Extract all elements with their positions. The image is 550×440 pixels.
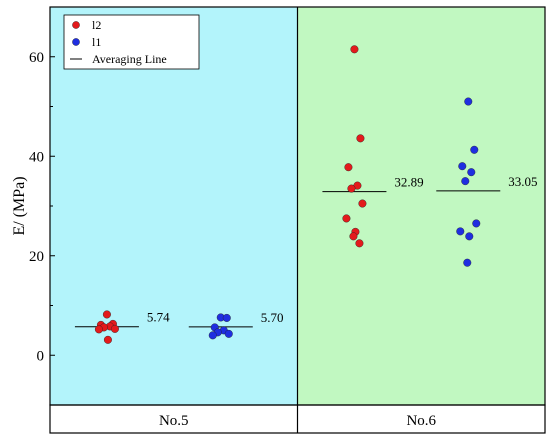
data-point-l2 bbox=[102, 310, 111, 319]
data-point-l2 bbox=[110, 324, 119, 333]
legend-label: Averaging Line bbox=[92, 52, 167, 66]
legend-label: l2 bbox=[92, 18, 101, 32]
group-panel-2 bbox=[297, 7, 545, 405]
legend-box bbox=[63, 14, 200, 70]
data-point-l1 bbox=[470, 145, 479, 154]
y-tick-label: 40 bbox=[29, 149, 44, 165]
data-point-l1 bbox=[463, 258, 472, 267]
data-point-l2 bbox=[349, 232, 358, 241]
data-point-l2 bbox=[94, 325, 103, 334]
data-point-l2 bbox=[103, 335, 112, 344]
data-point-l1 bbox=[222, 313, 231, 322]
data-point-l2 bbox=[347, 184, 356, 193]
data-point-l2 bbox=[358, 199, 367, 208]
data-point-l1 bbox=[456, 227, 465, 236]
data-point-l2 bbox=[344, 163, 353, 172]
y-tick-label: 60 bbox=[29, 50, 44, 66]
mean-label: 32.89 bbox=[394, 175, 423, 190]
mean-label: 5.70 bbox=[261, 310, 284, 325]
legend-marker bbox=[72, 38, 80, 46]
legend-marker bbox=[72, 21, 80, 29]
data-point-l1 bbox=[224, 329, 233, 338]
y-tick-label: 0 bbox=[37, 348, 45, 364]
data-point-l1 bbox=[461, 177, 470, 186]
data-point-l2 bbox=[350, 45, 359, 54]
mean-label: 5.74 bbox=[147, 310, 170, 325]
group-label: No.5 bbox=[159, 413, 189, 429]
group-label: No.6 bbox=[406, 413, 436, 429]
data-point-l2 bbox=[355, 239, 364, 248]
y-axis-title: E/ (MPa) bbox=[11, 176, 28, 235]
y-tick-label: 20 bbox=[29, 249, 44, 265]
data-point-l1 bbox=[465, 232, 474, 241]
data-point-l1 bbox=[467, 168, 476, 177]
data-point-l1 bbox=[208, 331, 217, 340]
group-panel-1 bbox=[50, 7, 298, 405]
data-point-l1 bbox=[472, 219, 481, 228]
data-point-l1 bbox=[458, 162, 467, 171]
data-point-l1 bbox=[464, 97, 473, 106]
legend-label: l1 bbox=[92, 35, 101, 49]
mean-label: 33.05 bbox=[508, 174, 537, 189]
data-point-l2 bbox=[342, 214, 351, 223]
data-point-l2 bbox=[356, 134, 365, 143]
